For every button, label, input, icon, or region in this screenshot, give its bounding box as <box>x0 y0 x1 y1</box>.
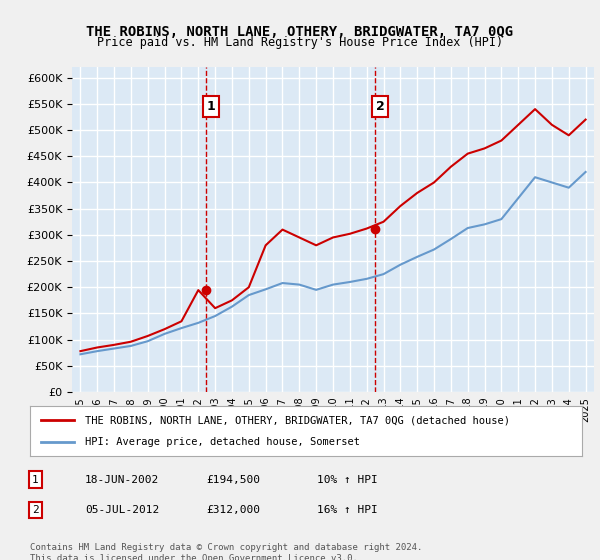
Text: THE ROBINS, NORTH LANE, OTHERY, BRIDGWATER, TA7 0QG (detached house): THE ROBINS, NORTH LANE, OTHERY, BRIDGWAT… <box>85 415 510 425</box>
Text: 10% ↑ HPI: 10% ↑ HPI <box>317 474 378 484</box>
Text: 05-JUL-2012: 05-JUL-2012 <box>85 505 160 515</box>
Text: 2: 2 <box>376 100 385 113</box>
Text: 1: 1 <box>32 474 39 484</box>
Text: 1: 1 <box>207 100 215 113</box>
Text: 2: 2 <box>32 505 39 515</box>
Text: HPI: Average price, detached house, Somerset: HPI: Average price, detached house, Some… <box>85 437 360 447</box>
Text: £194,500: £194,500 <box>206 474 260 484</box>
Text: 18-JUN-2002: 18-JUN-2002 <box>85 474 160 484</box>
Text: £312,000: £312,000 <box>206 505 260 515</box>
Text: THE ROBINS, NORTH LANE, OTHERY, BRIDGWATER, TA7 0QG: THE ROBINS, NORTH LANE, OTHERY, BRIDGWAT… <box>86 25 514 39</box>
Text: 16% ↑ HPI: 16% ↑ HPI <box>317 505 378 515</box>
Text: Price paid vs. HM Land Registry's House Price Index (HPI): Price paid vs. HM Land Registry's House … <box>97 36 503 49</box>
Text: Contains HM Land Registry data © Crown copyright and database right 2024.
This d: Contains HM Land Registry data © Crown c… <box>30 543 422 560</box>
